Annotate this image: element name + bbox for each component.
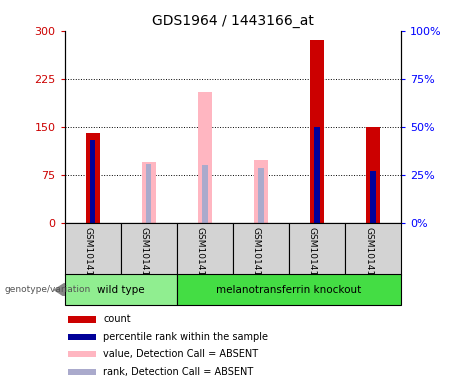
Text: GSM101414: GSM101414 bbox=[308, 227, 317, 281]
Text: melanotransferrin knockout: melanotransferrin knockout bbox=[216, 285, 361, 295]
Bar bbox=[86, 133, 100, 223]
Bar bbox=[198, 91, 212, 223]
Bar bbox=[258, 168, 264, 223]
Bar bbox=[345, 223, 401, 275]
Text: percentile rank within the sample: percentile rank within the sample bbox=[103, 332, 268, 342]
Bar bbox=[90, 140, 95, 223]
Bar bbox=[289, 223, 345, 275]
Text: rank, Detection Call = ABSENT: rank, Detection Call = ABSENT bbox=[103, 367, 254, 377]
Bar bbox=[310, 40, 324, 223]
Bar bbox=[68, 316, 95, 323]
Bar bbox=[146, 164, 152, 223]
Text: GSM101415: GSM101415 bbox=[364, 227, 373, 282]
Bar bbox=[121, 223, 177, 275]
Bar bbox=[370, 171, 376, 223]
Bar bbox=[366, 127, 380, 223]
Title: GDS1964 / 1443166_at: GDS1964 / 1443166_at bbox=[152, 14, 314, 28]
Text: GSM101416: GSM101416 bbox=[83, 227, 93, 282]
Bar bbox=[254, 160, 268, 223]
Text: wild type: wild type bbox=[97, 285, 144, 295]
Text: GSM101412: GSM101412 bbox=[196, 227, 205, 281]
Text: GSM101413: GSM101413 bbox=[252, 227, 261, 282]
Polygon shape bbox=[54, 283, 65, 296]
Bar bbox=[233, 223, 289, 275]
Text: GSM101417: GSM101417 bbox=[140, 227, 148, 282]
Text: value, Detection Call = ABSENT: value, Detection Call = ABSENT bbox=[103, 349, 258, 359]
Bar bbox=[68, 369, 95, 375]
Bar bbox=[202, 165, 207, 223]
Bar bbox=[68, 334, 95, 340]
Text: genotype/variation: genotype/variation bbox=[5, 285, 91, 295]
Bar bbox=[65, 274, 177, 305]
Bar bbox=[65, 223, 121, 275]
Bar bbox=[177, 223, 233, 275]
Bar bbox=[314, 127, 320, 223]
Bar bbox=[142, 162, 156, 223]
Text: count: count bbox=[103, 314, 131, 324]
Bar bbox=[177, 274, 401, 305]
Bar bbox=[68, 351, 95, 357]
